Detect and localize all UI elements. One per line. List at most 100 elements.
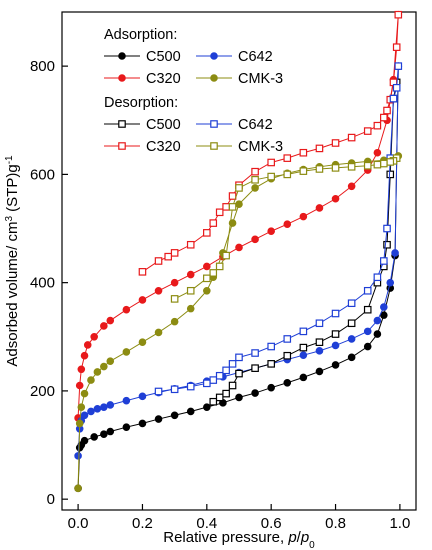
legend: Adsorption: C500 C320 C642 CMK-3 Desorption… [104, 27, 283, 155]
data-point-desorption-cmk3 [299, 167, 308, 175]
legend-entry-desorption-c500: C500 [104, 117, 181, 133]
legend-label: C500 [146, 117, 181, 133]
data-point-desorption-c642 [228, 360, 237, 368]
data-point-adsorption-c642 [386, 278, 395, 287]
data-point-desorption-c642 [222, 366, 230, 375]
legend-label: C500 [146, 49, 181, 65]
data-point-desorption-c500 [251, 364, 259, 372]
data-point-adsorption-cmk3 [122, 348, 131, 356]
data-point-adsorption-cmk3 [106, 357, 115, 365]
data-point-desorption-c642 [394, 62, 403, 70]
series-line-adsorption-c320 [77, 14, 399, 419]
data-point-desorption-c320 [228, 192, 237, 200]
data-point-desorption-c320 [392, 43, 401, 51]
data-point-desorption-c500 [222, 389, 230, 398]
data-point-desorption-c500 [363, 305, 372, 314]
data-point-desorption-cmk3 [373, 160, 382, 169]
data-point-desorption-c642 [215, 371, 224, 380]
data-point-desorption-c500 [347, 319, 356, 328]
data-point-adsorption-c500 [347, 353, 356, 362]
legend-swatch-marker [210, 120, 218, 128]
data-point-adsorption-cmk3 [100, 362, 108, 371]
y-tick-label: 400 [30, 275, 55, 292]
data-point-desorption-c642 [170, 385, 179, 394]
data-point-adsorption-c500 [122, 423, 131, 431]
x-tick-label: 0.6 [261, 515, 282, 532]
data-point-desorption-cmk3 [331, 164, 340, 172]
x-tick-label: 1.0 [389, 515, 410, 532]
data-point-desorption-c642 [392, 83, 401, 92]
data-point-desorption-cmk3 [235, 184, 243, 192]
data-point-adsorption-c500 [100, 430, 108, 439]
data-point-desorption-cmk3 [347, 163, 356, 171]
data-point-desorption-c320 [283, 154, 292, 162]
data-point-desorption-c642 [347, 299, 356, 308]
y-tick-label: 800 [30, 58, 55, 75]
y-tick-label: 600 [30, 166, 55, 183]
data-point-adsorption-c642 [100, 403, 108, 411]
data-point-desorption-c320 [170, 249, 179, 257]
data-point-desorption-c500 [267, 360, 275, 368]
data-point-adsorption-c500 [235, 393, 243, 402]
data-point-desorption-c642 [235, 353, 243, 362]
data-point-desorption-c642 [299, 327, 308, 336]
data-point-adsorption-c320 [138, 296, 147, 304]
data-point-adsorption-c500 [251, 389, 259, 397]
data-point-adsorption-c320 [283, 220, 292, 228]
data-point-desorption-c320 [164, 252, 173, 261]
y-tick-label: 200 [30, 383, 55, 400]
data-point-adsorption-c320 [106, 316, 115, 325]
data-point-desorption-cmk3 [315, 165, 324, 173]
data-point-desorption-cmk3 [215, 262, 224, 271]
data-point-desorption-c500 [235, 369, 243, 378]
data-point-adsorption-c642 [315, 347, 324, 355]
data-point-desorption-c642 [373, 273, 382, 282]
legend-swatch-marker [118, 52, 126, 60]
data-point-adsorption-c642 [363, 327, 372, 336]
data-point-adsorption-c320 [331, 194, 340, 203]
series-line-adsorption-c500 [77, 66, 399, 489]
data-point-adsorption-cmk3 [203, 286, 211, 295]
data-point-adsorption-c320 [83, 341, 92, 349]
data-point-adsorption-c500 [90, 433, 98, 441]
data-point-adsorption-c642 [87, 407, 95, 416]
data-point-desorption-c320 [203, 229, 211, 237]
data-point-adsorption-c500 [363, 342, 372, 351]
data-point-desorption-c642 [203, 379, 211, 388]
legend-swatch-marker [210, 52, 218, 60]
data-point-adsorption-c320 [235, 243, 243, 252]
data-point-desorption-cmk3 [170, 295, 179, 303]
y-tick-label: 0 [47, 491, 55, 508]
data-point-adsorption-c642 [122, 396, 131, 405]
data-point-desorption-c320 [209, 219, 218, 227]
data-point-desorption-c320 [394, 10, 403, 19]
data-point-adsorption-cmk3 [75, 419, 84, 428]
data-point-desorption-c642 [283, 335, 292, 343]
data-point-adsorption-cmk3 [87, 376, 95, 384]
x-tick-label: 0.2 [132, 515, 153, 532]
plot-frame [61, 11, 417, 511]
data-point-adsorption-c320 [77, 365, 86, 374]
data-point-desorption-c320 [251, 167, 259, 176]
legend-entry-adsorption-c500: C500 [104, 49, 181, 65]
data-point-desorption-c642 [363, 286, 372, 295]
legend-entry-adsorption-c320: C320 [104, 71, 181, 87]
legend-desorption-heading: Desorption: [104, 95, 178, 111]
x-tick-label: 0.0 [68, 515, 89, 532]
data-point-adsorption-cmk3 [235, 200, 243, 208]
data-point-desorption-c642 [331, 309, 340, 318]
legend-entry-adsorption-cmk3: CMK-3 [196, 71, 283, 87]
series-desorption-cmk3 [170, 154, 401, 303]
data-point-desorption-cmk3 [283, 170, 292, 179]
data-point-adsorption-c320 [122, 305, 131, 314]
legend-label: C320 [146, 71, 181, 87]
series-layer [74, 10, 403, 493]
data-point-adsorption-c500 [154, 415, 163, 423]
data-point-adsorption-c320 [373, 148, 382, 157]
data-point-adsorption-cmk3 [154, 328, 163, 337]
data-point-desorption-cmk3 [203, 274, 211, 283]
y-axis-label: Adsorbed volume/ cm3 (STP)g-1 [4, 155, 22, 367]
data-point-desorption-c320 [154, 257, 163, 265]
data-point-desorption-c320 [363, 127, 372, 135]
data-point-adsorption-c320 [251, 235, 259, 244]
